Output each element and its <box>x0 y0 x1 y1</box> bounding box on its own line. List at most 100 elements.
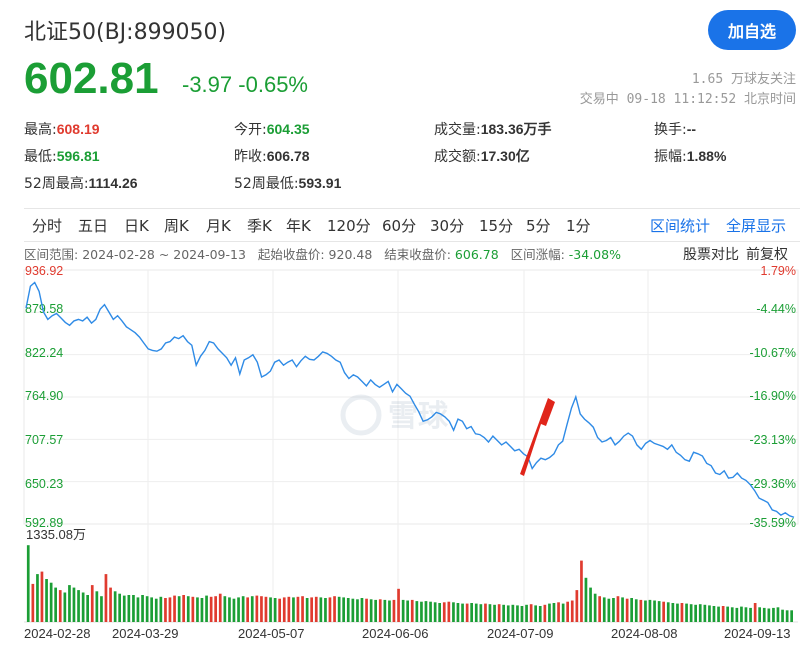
volume-bar <box>118 593 121 622</box>
add-watchlist-button[interactable]: 加自选 <box>708 10 796 50</box>
volume-bar <box>420 601 423 622</box>
volume-bar <box>452 602 455 622</box>
x-tick-label: 2024-07-09 <box>487 626 554 641</box>
volume-bar <box>689 604 693 622</box>
tab-15min[interactable]: 15分 <box>479 217 514 235</box>
tab-5min[interactable]: 5分 <box>526 217 551 235</box>
volume-bar <box>708 605 711 622</box>
tab-daily-k[interactable]: 日K <box>124 217 149 235</box>
volume-bar <box>365 598 368 622</box>
volume-bar <box>397 588 400 622</box>
volume-bar <box>342 597 345 622</box>
volume-bar <box>662 601 665 622</box>
price-chart[interactable]: 雪球 936.92 879.58 822.24 764.90 707.57 650.23 5… <box>0 262 800 648</box>
tab-weekly-k[interactable]: 周K <box>164 217 189 235</box>
y-tick-label-right: 1.79% <box>761 264 796 278</box>
y-tick-label-right: -29.36% <box>749 477 796 491</box>
volume-bars <box>26 545 793 622</box>
volume-bar <box>136 597 140 622</box>
range-change-label: 区间涨幅: <box>510 247 565 262</box>
volume-bar <box>767 608 771 622</box>
tab-5day[interactable]: 五日 <box>78 217 109 235</box>
volume-bar <box>301 596 304 622</box>
volume-bar <box>232 598 236 622</box>
volume-bar <box>36 574 39 622</box>
tab-quarterly-k[interactable]: 季K <box>247 217 272 235</box>
annotation-arrow-icon <box>520 398 555 476</box>
volume-bar <box>506 605 510 622</box>
volume-bar <box>516 605 519 622</box>
volume-bar <box>502 604 505 622</box>
volume-bar <box>593 593 597 622</box>
volume-bar <box>369 599 373 622</box>
volume-bar <box>305 598 309 622</box>
volume-bar <box>337 596 341 622</box>
volume-bar <box>456 603 460 622</box>
volume-bar <box>145 596 149 622</box>
tab-monthly-k[interactable]: 月K <box>206 217 231 235</box>
followers-count: 1.65 万球友关注 <box>691 72 796 87</box>
volume-bar <box>735 607 739 622</box>
volume-bar <box>100 596 103 622</box>
stat-value: 1.88% <box>686 148 727 164</box>
volume-bar <box>639 599 643 622</box>
fullscreen-link[interactable]: 全屏显示 <box>726 217 787 235</box>
stat-value: 604.35 <box>266 121 310 137</box>
y-tick-label-left: 650.23 <box>25 477 63 491</box>
volume-bar <box>762 607 766 622</box>
volume-bar <box>278 598 281 622</box>
volume-bar <box>442 602 446 622</box>
volume-bar <box>141 595 144 622</box>
volume-bar <box>109 587 112 622</box>
range-stats-link[interactable]: 区间统计 <box>650 217 711 235</box>
volume-bar <box>273 598 277 622</box>
volume-bar <box>86 595 89 622</box>
volume-bar <box>237 597 240 622</box>
start-close-label: 起始收盘价: <box>257 247 325 262</box>
tab-30min[interactable]: 30分 <box>430 217 465 235</box>
volume-bar <box>484 603 487 622</box>
volume-bar <box>328 597 332 622</box>
tab-intraday[interactable]: 分时 <box>32 217 63 235</box>
tab-yearly-k[interactable]: 年K <box>286 217 311 235</box>
volume-bar <box>250 596 254 622</box>
volume-bar <box>433 602 437 622</box>
stock-title: 北证50(BJ:899050) <box>24 20 227 45</box>
volume-bar <box>703 604 707 622</box>
volume-bar <box>246 597 249 622</box>
volume-bar <box>552 603 556 622</box>
volume-bar <box>543 604 547 622</box>
stat-volume: 成交量:183.36万手 <box>434 119 552 139</box>
current-price: 602.81 <box>24 54 159 103</box>
y-tick-label-left: 764.90 <box>25 389 63 403</box>
tab-60min[interactable]: 60分 <box>382 217 417 235</box>
volume-bar <box>529 604 533 622</box>
change-value: -3.97 <box>182 72 233 97</box>
stat-label: 最低: <box>24 149 57 165</box>
volume-bar <box>49 582 53 622</box>
volume-bar <box>694 604 697 622</box>
adjust-mode-button[interactable]: 前复权 <box>746 247 788 263</box>
stock-compare-button[interactable]: 股票对比 <box>683 247 739 263</box>
stat-label: 成交额: <box>434 149 481 165</box>
volume-bar <box>164 598 167 622</box>
stat-value: 183.36万手 <box>480 121 552 137</box>
volume-bar <box>712 606 716 622</box>
volume-bar <box>45 579 48 622</box>
volume-bar <box>333 596 336 622</box>
x-tick-label: 2024-02-28 <box>24 626 91 641</box>
volume-bar <box>127 595 131 622</box>
volume-bar <box>58 590 62 622</box>
tab-1min[interactable]: 1分 <box>566 217 591 235</box>
stat-label: 52周最高: <box>24 176 89 192</box>
volume-bar <box>351 598 355 622</box>
volume-bar <box>168 597 172 622</box>
volume-bar <box>122 595 126 622</box>
stat-label: 换手: <box>654 122 687 138</box>
stat-value: 593.91 <box>298 175 342 191</box>
volume-bar <box>520 606 524 622</box>
volume-bar <box>497 604 501 622</box>
volume-bar <box>598 596 601 622</box>
volume-bar <box>790 610 793 622</box>
tab-120min[interactable]: 120分 <box>327 217 371 235</box>
